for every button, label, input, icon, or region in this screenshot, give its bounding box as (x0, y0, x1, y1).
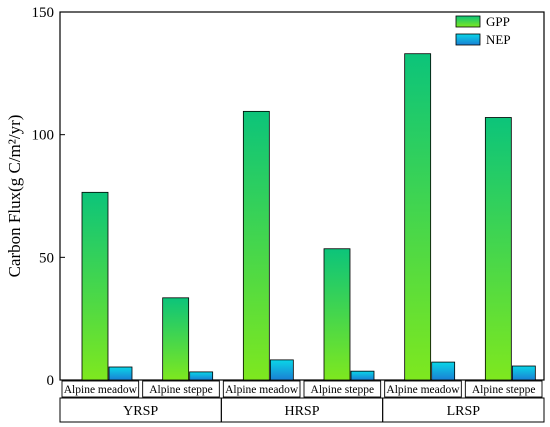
bar-gpp (404, 53, 432, 381)
bars-layer (81, 53, 536, 381)
group-cell (382, 397, 545, 423)
legend-label-nep: NEP (486, 32, 511, 47)
bar-nep (431, 361, 456, 381)
category-cell (61, 380, 140, 398)
category-label: Alpine meadow (225, 384, 299, 396)
category-cell (222, 380, 301, 398)
bar-nep (108, 366, 133, 381)
bar-nep (511, 365, 536, 381)
category-cell (142, 380, 220, 398)
bar-nep (189, 371, 214, 381)
category-label: Alpine meadow (64, 384, 138, 396)
category-cell (384, 380, 462, 398)
bar-nep (269, 359, 294, 381)
bar-gpp (484, 117, 512, 381)
legend-label-gpp: GPP (486, 14, 510, 29)
group-label: LRSP (447, 404, 481, 419)
category-label: Alpine steppe (149, 384, 213, 396)
legend-swatch-nep (455, 33, 481, 46)
y-tick-label: 100 (32, 128, 55, 144)
category-label: Alpine meadow (386, 384, 460, 396)
plot-frame (59, 11, 545, 381)
bar-gpp (81, 191, 109, 381)
legend-swatch-gpp (455, 15, 481, 28)
y-tick-label: 50 (39, 250, 54, 266)
category-cell (464, 380, 543, 398)
bar-gpp (242, 110, 270, 381)
bar-gpp (162, 297, 190, 381)
bar-gpp (323, 248, 351, 381)
category-label: Alpine steppe (311, 384, 375, 396)
y-axis: 0 50 100 150 (32, 5, 65, 389)
y-axis-label: Carbon Flux(g C/m²/yr) (5, 115, 24, 278)
group-label: HRSP (284, 404, 319, 419)
legend: GPP NEP (455, 14, 511, 47)
category-cell (303, 380, 382, 398)
category-label: Alpine steppe (472, 384, 536, 396)
y-tick-label: 0 (47, 373, 55, 389)
bar-nep (350, 370, 375, 381)
group-label: YRSP (123, 404, 158, 419)
y-tick-label: 150 (32, 5, 55, 21)
category-axis: Alpine meadow Alpine steppe YRSP Alpine mea… (59, 380, 545, 423)
